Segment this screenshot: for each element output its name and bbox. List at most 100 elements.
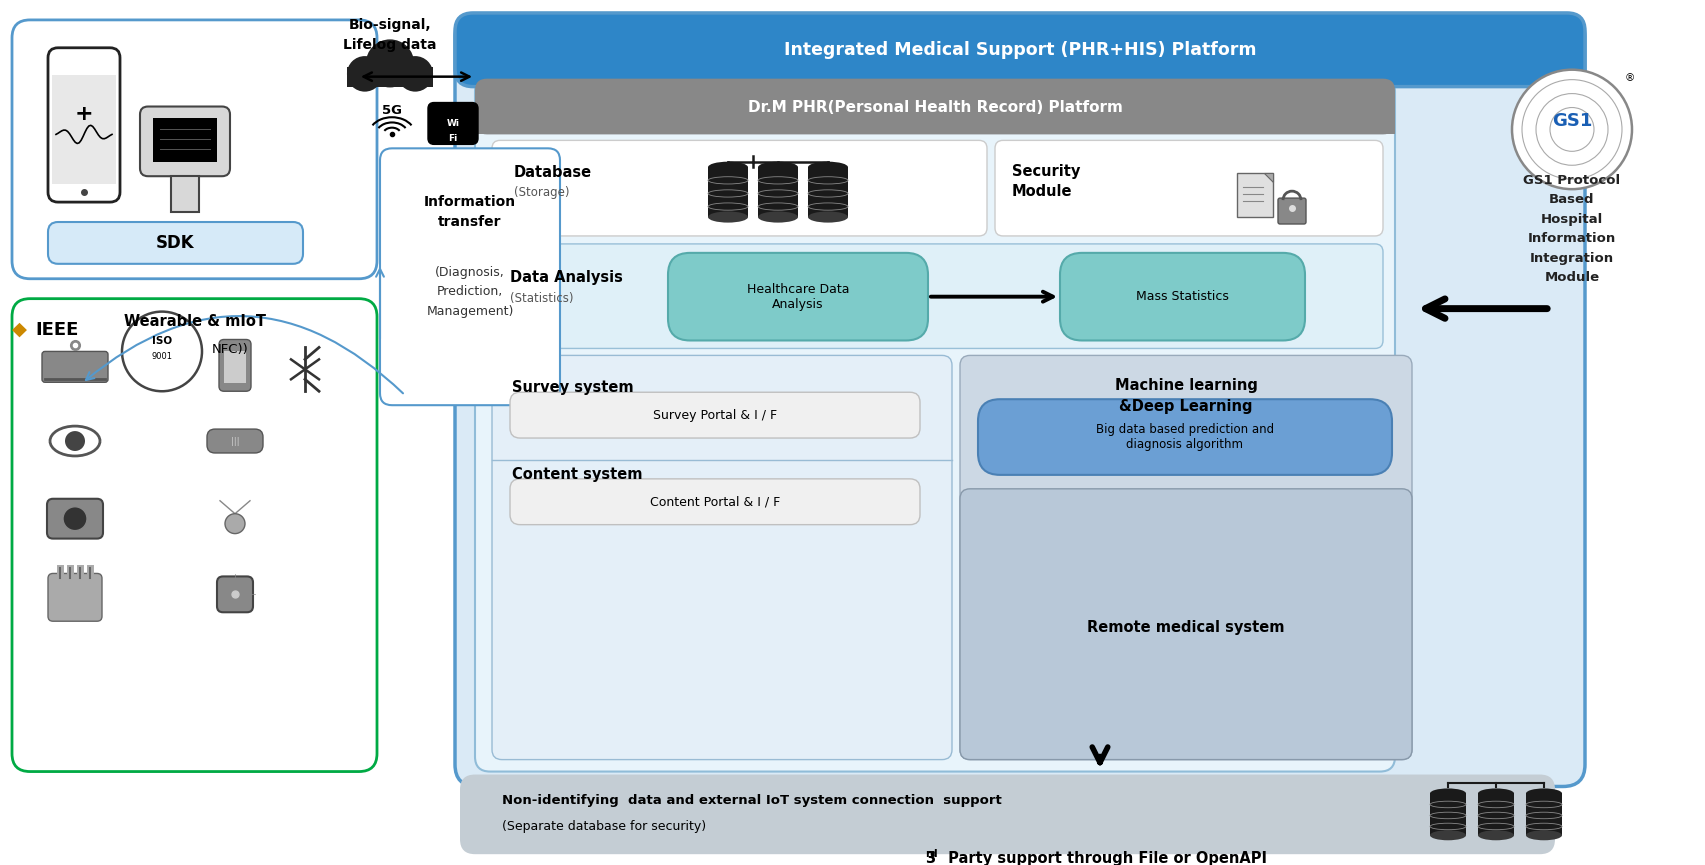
Bar: [1526, 793, 1562, 836]
Ellipse shape: [708, 162, 748, 173]
Bar: [759, 167, 798, 217]
Text: Data Analysis: Data Analysis: [510, 270, 622, 285]
Text: 3: 3: [926, 851, 934, 865]
Text: Security: Security: [1013, 163, 1081, 179]
FancyBboxPatch shape: [460, 774, 1555, 854]
Text: +: +: [75, 105, 94, 125]
Text: ISO: ISO: [152, 336, 172, 347]
FancyBboxPatch shape: [455, 13, 1586, 86]
Text: Big data based prediction and
diagnosis algorithm: Big data based prediction and diagnosis …: [1096, 423, 1274, 451]
Text: Module: Module: [1013, 183, 1072, 199]
Text: GS1: GS1: [1552, 112, 1592, 131]
Circle shape: [123, 311, 201, 391]
FancyBboxPatch shape: [206, 429, 263, 453]
Text: NFC)): NFC)): [211, 343, 249, 356]
FancyBboxPatch shape: [960, 356, 1412, 759]
FancyBboxPatch shape: [48, 499, 102, 539]
FancyBboxPatch shape: [12, 20, 377, 279]
Text: rd: rd: [926, 849, 938, 859]
Text: ®: ®: [1625, 73, 1635, 83]
FancyBboxPatch shape: [510, 392, 921, 438]
Text: Bio-signal,: Bio-signal,: [350, 18, 431, 32]
Ellipse shape: [1478, 788, 1514, 798]
Text: IEEE: IEEE: [36, 321, 78, 338]
Text: (Statistics): (Statistics): [510, 292, 573, 305]
Circle shape: [1512, 70, 1632, 189]
Text: Information: Information: [425, 195, 517, 209]
FancyBboxPatch shape: [476, 79, 1395, 134]
FancyBboxPatch shape: [48, 222, 303, 264]
Bar: [223, 351, 246, 383]
FancyBboxPatch shape: [455, 15, 1586, 786]
Text: SDK: SDK: [157, 234, 194, 252]
Ellipse shape: [1526, 788, 1562, 798]
Circle shape: [225, 514, 246, 534]
Ellipse shape: [1526, 830, 1562, 840]
Bar: [1430, 793, 1466, 836]
Ellipse shape: [708, 211, 748, 222]
Text: |||: |||: [230, 437, 239, 445]
FancyBboxPatch shape: [510, 479, 921, 525]
Text: Fi: Fi: [448, 134, 457, 143]
Text: Lifelog data: Lifelog data: [343, 38, 436, 52]
Bar: [476, 114, 1395, 134]
FancyBboxPatch shape: [12, 298, 377, 772]
Text: 9001: 9001: [152, 352, 172, 361]
Circle shape: [397, 56, 433, 92]
Text: Dr.M PHR(Personal Health Record) Platform: Dr.M PHR(Personal Health Record) Platfor…: [747, 100, 1122, 115]
Text: Survey Portal & I / F: Survey Portal & I / F: [653, 408, 777, 421]
Text: 5G: 5G: [382, 104, 402, 117]
Bar: [708, 167, 748, 217]
Text: Non-identifying  data and external IoT system connection  support: Non-identifying data and external IoT sy…: [501, 794, 1003, 807]
Circle shape: [63, 507, 87, 530]
FancyBboxPatch shape: [1061, 253, 1304, 341]
FancyBboxPatch shape: [48, 573, 102, 621]
Ellipse shape: [1430, 788, 1466, 798]
FancyBboxPatch shape: [217, 576, 252, 612]
Text: (Separate database for security): (Separate database for security): [501, 820, 706, 833]
Text: Integrated Medical Support (PHR+HIS) Platform: Integrated Medical Support (PHR+HIS) Pla…: [784, 41, 1257, 59]
Text: (Storage): (Storage): [513, 186, 569, 199]
FancyBboxPatch shape: [218, 339, 251, 391]
FancyBboxPatch shape: [476, 77, 1395, 772]
Text: transfer: transfer: [438, 215, 501, 229]
FancyBboxPatch shape: [380, 148, 559, 405]
FancyBboxPatch shape: [960, 489, 1412, 759]
Circle shape: [367, 40, 414, 87]
Text: Content system: Content system: [512, 467, 643, 483]
FancyBboxPatch shape: [996, 140, 1383, 236]
Text: ◆: ◆: [12, 320, 27, 339]
Text: Healthcare Data
Analysis: Healthcare Data Analysis: [747, 283, 849, 311]
Polygon shape: [1263, 173, 1274, 183]
Ellipse shape: [759, 162, 798, 173]
Bar: [153, 119, 217, 163]
Text: Content Portal & I / F: Content Portal & I / F: [650, 496, 781, 509]
Ellipse shape: [808, 162, 847, 173]
FancyBboxPatch shape: [140, 106, 230, 176]
FancyBboxPatch shape: [493, 140, 987, 236]
Ellipse shape: [1478, 830, 1514, 840]
Text: Party support through File or OpenAPI: Party support through File or OpenAPI: [943, 851, 1267, 865]
Bar: [51, 74, 116, 184]
FancyBboxPatch shape: [428, 103, 477, 144]
Text: Machine learning: Machine learning: [1115, 378, 1258, 393]
Bar: [472, 18, 1569, 70]
Bar: [346, 67, 433, 87]
Ellipse shape: [808, 211, 847, 222]
Bar: [808, 167, 847, 217]
Bar: [1238, 173, 1274, 217]
FancyBboxPatch shape: [1279, 198, 1306, 224]
FancyBboxPatch shape: [668, 253, 928, 341]
FancyBboxPatch shape: [493, 356, 951, 759]
Circle shape: [65, 431, 85, 451]
Text: (Diagnosis,
Prediction,
Management): (Diagnosis, Prediction, Management): [426, 266, 513, 317]
Text: &Deep Learning: &Deep Learning: [1118, 399, 1253, 413]
Ellipse shape: [759, 211, 798, 222]
FancyBboxPatch shape: [979, 400, 1391, 475]
Ellipse shape: [1430, 830, 1466, 840]
FancyBboxPatch shape: [43, 351, 107, 382]
Text: GS1 Protocol
Based
Hospital
Information
Integration
Module: GS1 Protocol Based Hospital Information …: [1524, 174, 1620, 285]
Circle shape: [346, 56, 382, 92]
Text: Mass Statistics: Mass Statistics: [1136, 290, 1228, 303]
Bar: [1478, 793, 1514, 836]
